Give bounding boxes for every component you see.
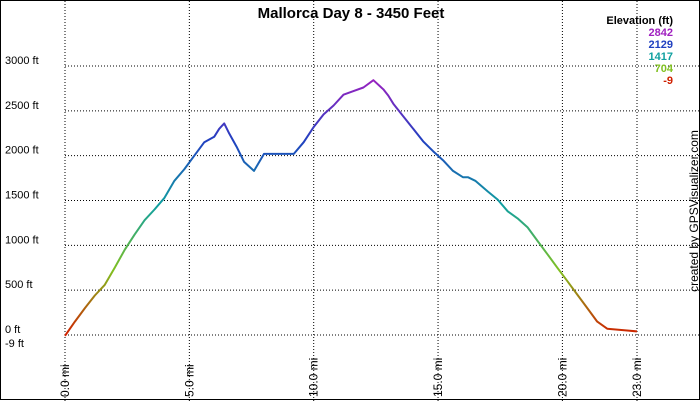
legend: Elevation (ft) 2842 2129 1417 704 -9 xyxy=(606,15,673,87)
y-tick-label: 2500 ft xyxy=(5,100,39,112)
y-tick-label: 2000 ft xyxy=(5,145,39,157)
x-tick-label: 10.0 mi xyxy=(307,358,321,397)
y-tick-label: 0 ft xyxy=(5,324,20,336)
x-tick-label: 0.0 mi xyxy=(58,364,72,397)
y-tick-label: 500 ft xyxy=(5,279,33,291)
x-tick-label: 20.0 mi xyxy=(555,358,569,397)
credit-text: created by GPSVisualizer.com xyxy=(687,130,700,292)
legend-item-min: -9 xyxy=(663,75,673,87)
y-tick-label: 1500 ft xyxy=(5,190,39,202)
x-tick-label: 23.0 mi xyxy=(630,358,644,397)
legend-item-lower: 704 xyxy=(654,63,673,75)
legend-item-upper: 2129 xyxy=(648,39,673,51)
legend-item-mid: 1417 xyxy=(648,51,673,63)
elevation-line xyxy=(64,79,638,337)
legend-item-max: 2842 xyxy=(648,27,673,39)
y-tick-label: 1000 ft xyxy=(5,234,39,246)
x-tick-label: 15.0 mi xyxy=(431,358,445,397)
x-tick-label: 5.0 mi xyxy=(182,364,196,397)
chart-title: Mallorca Day 8 - 3450 Feet xyxy=(257,5,445,22)
y-tick-label: -9 ft xyxy=(5,338,24,350)
legend-title: Elevation (ft) xyxy=(606,15,673,27)
y-tick-label: 3000 ft xyxy=(5,55,39,67)
